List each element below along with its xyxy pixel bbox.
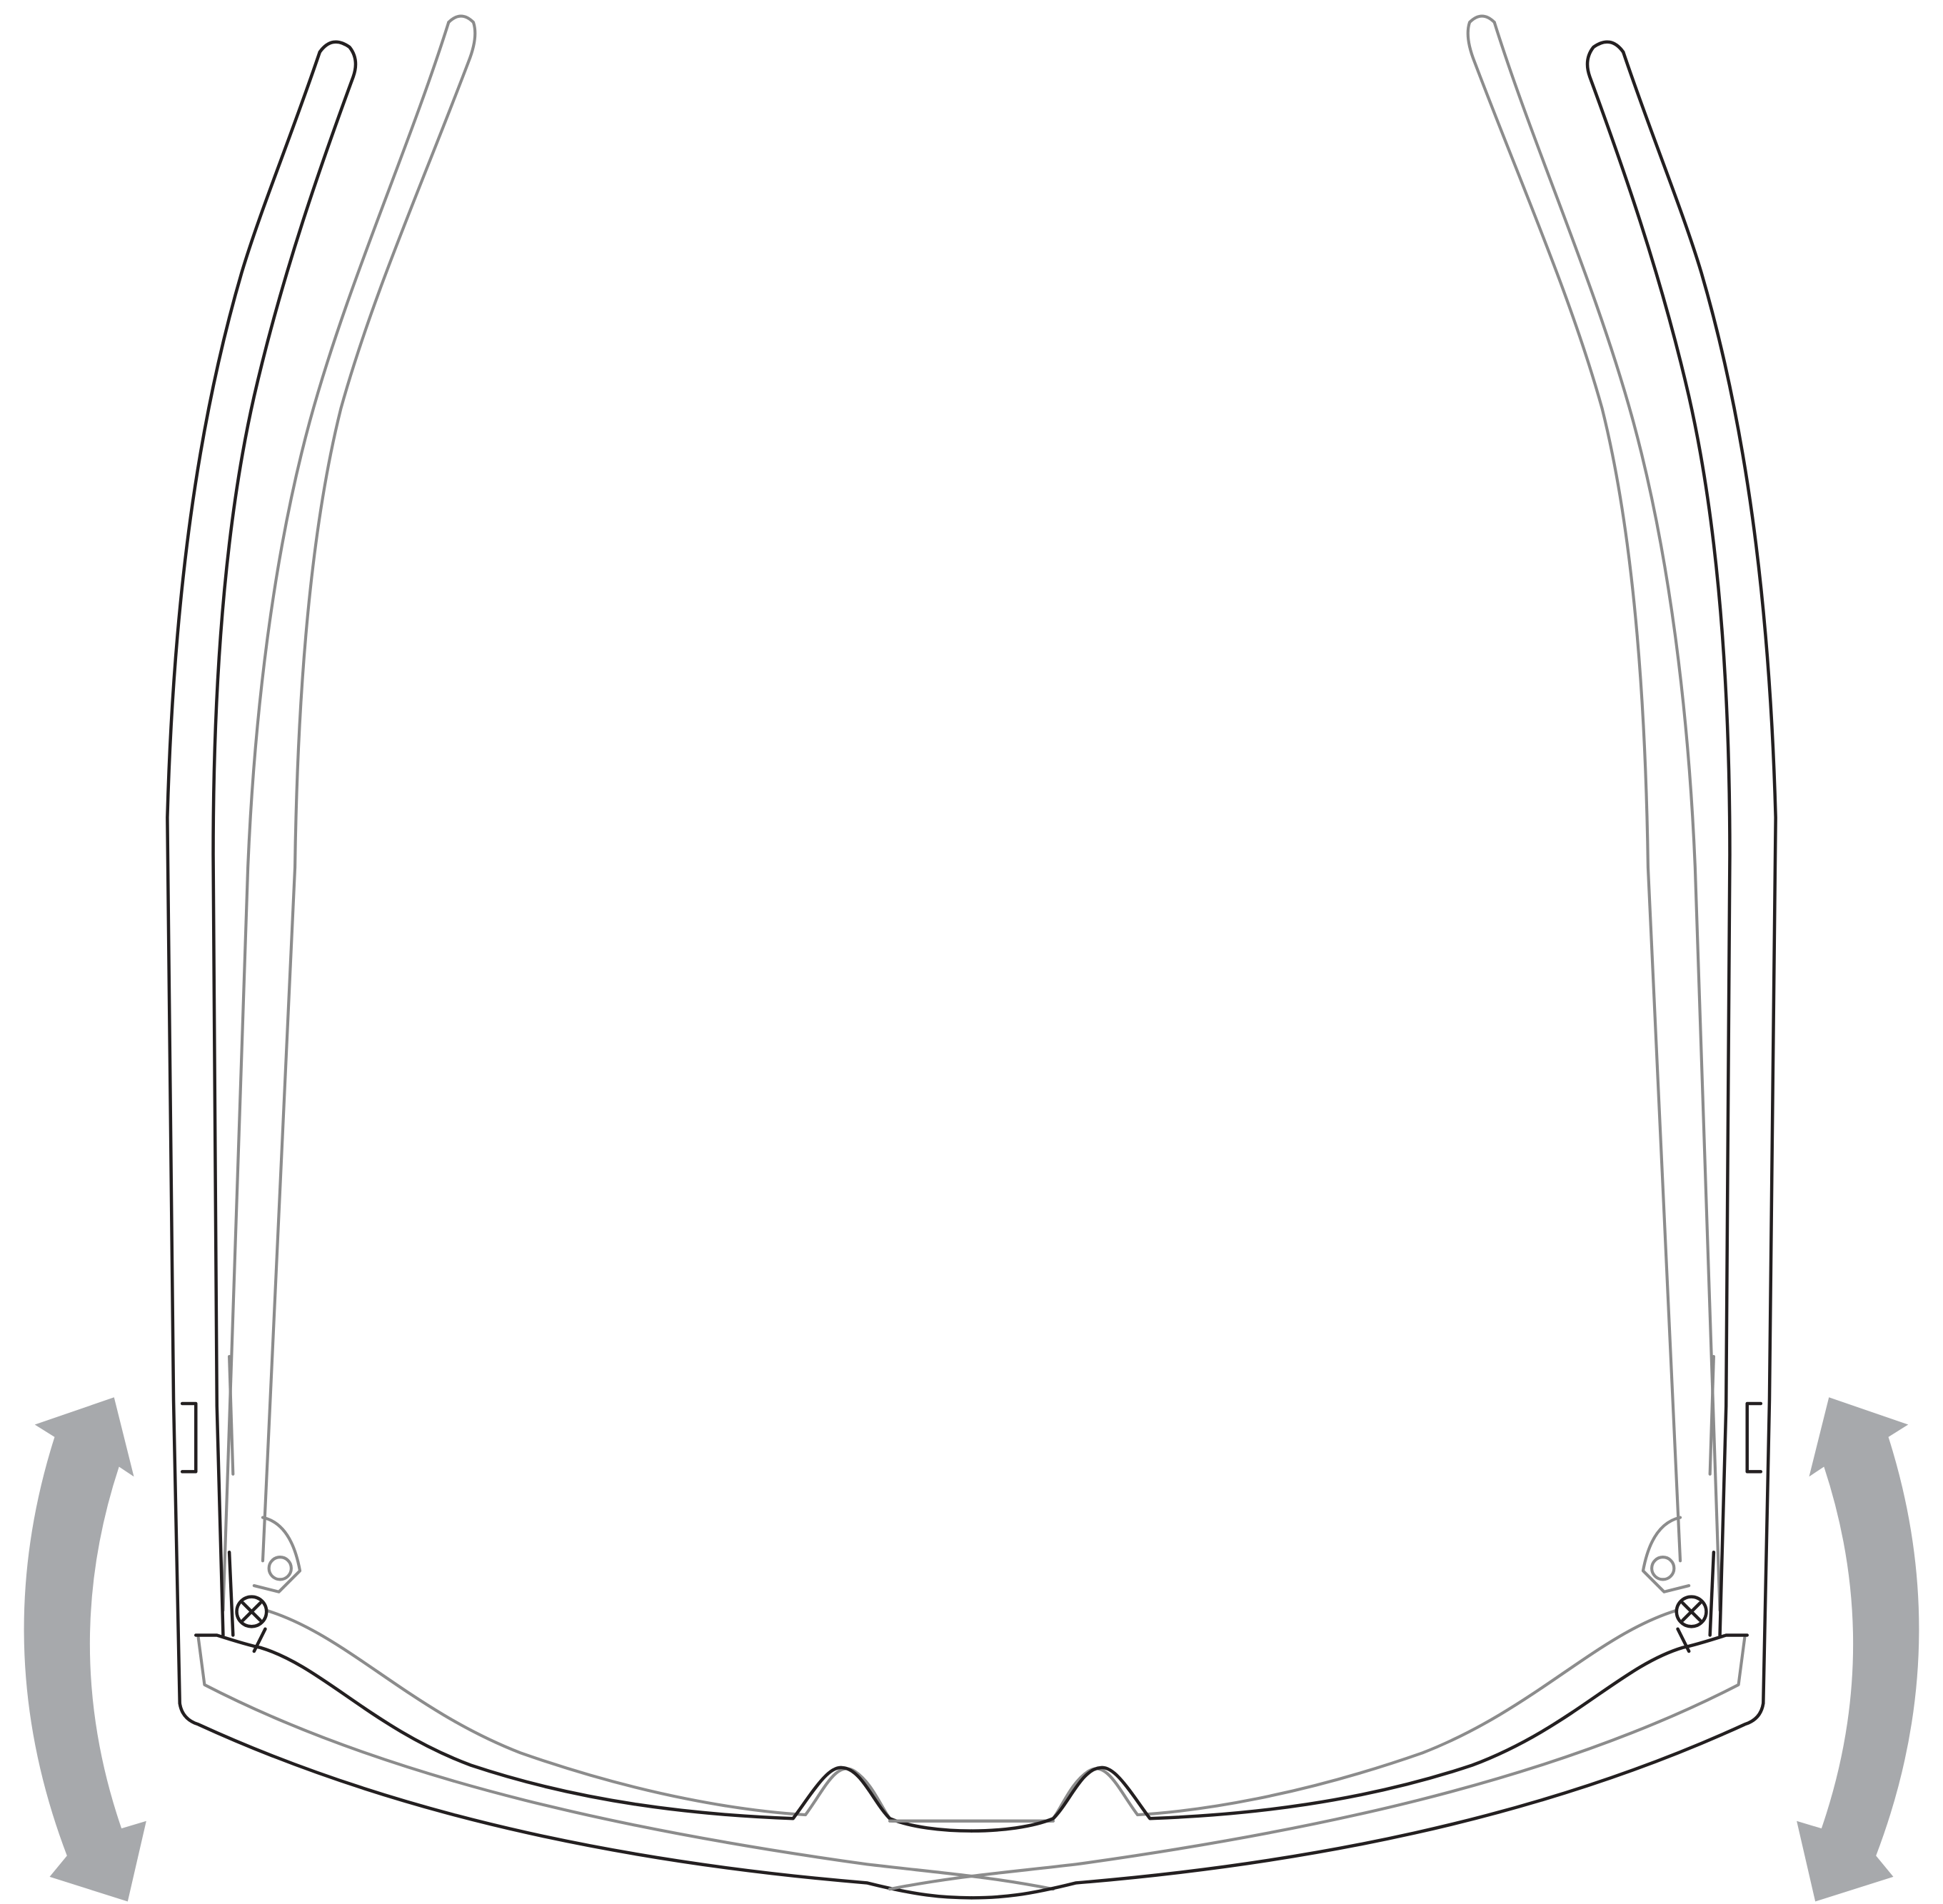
left-half xyxy=(24,16,1053,1902)
right-half xyxy=(890,16,1919,1902)
